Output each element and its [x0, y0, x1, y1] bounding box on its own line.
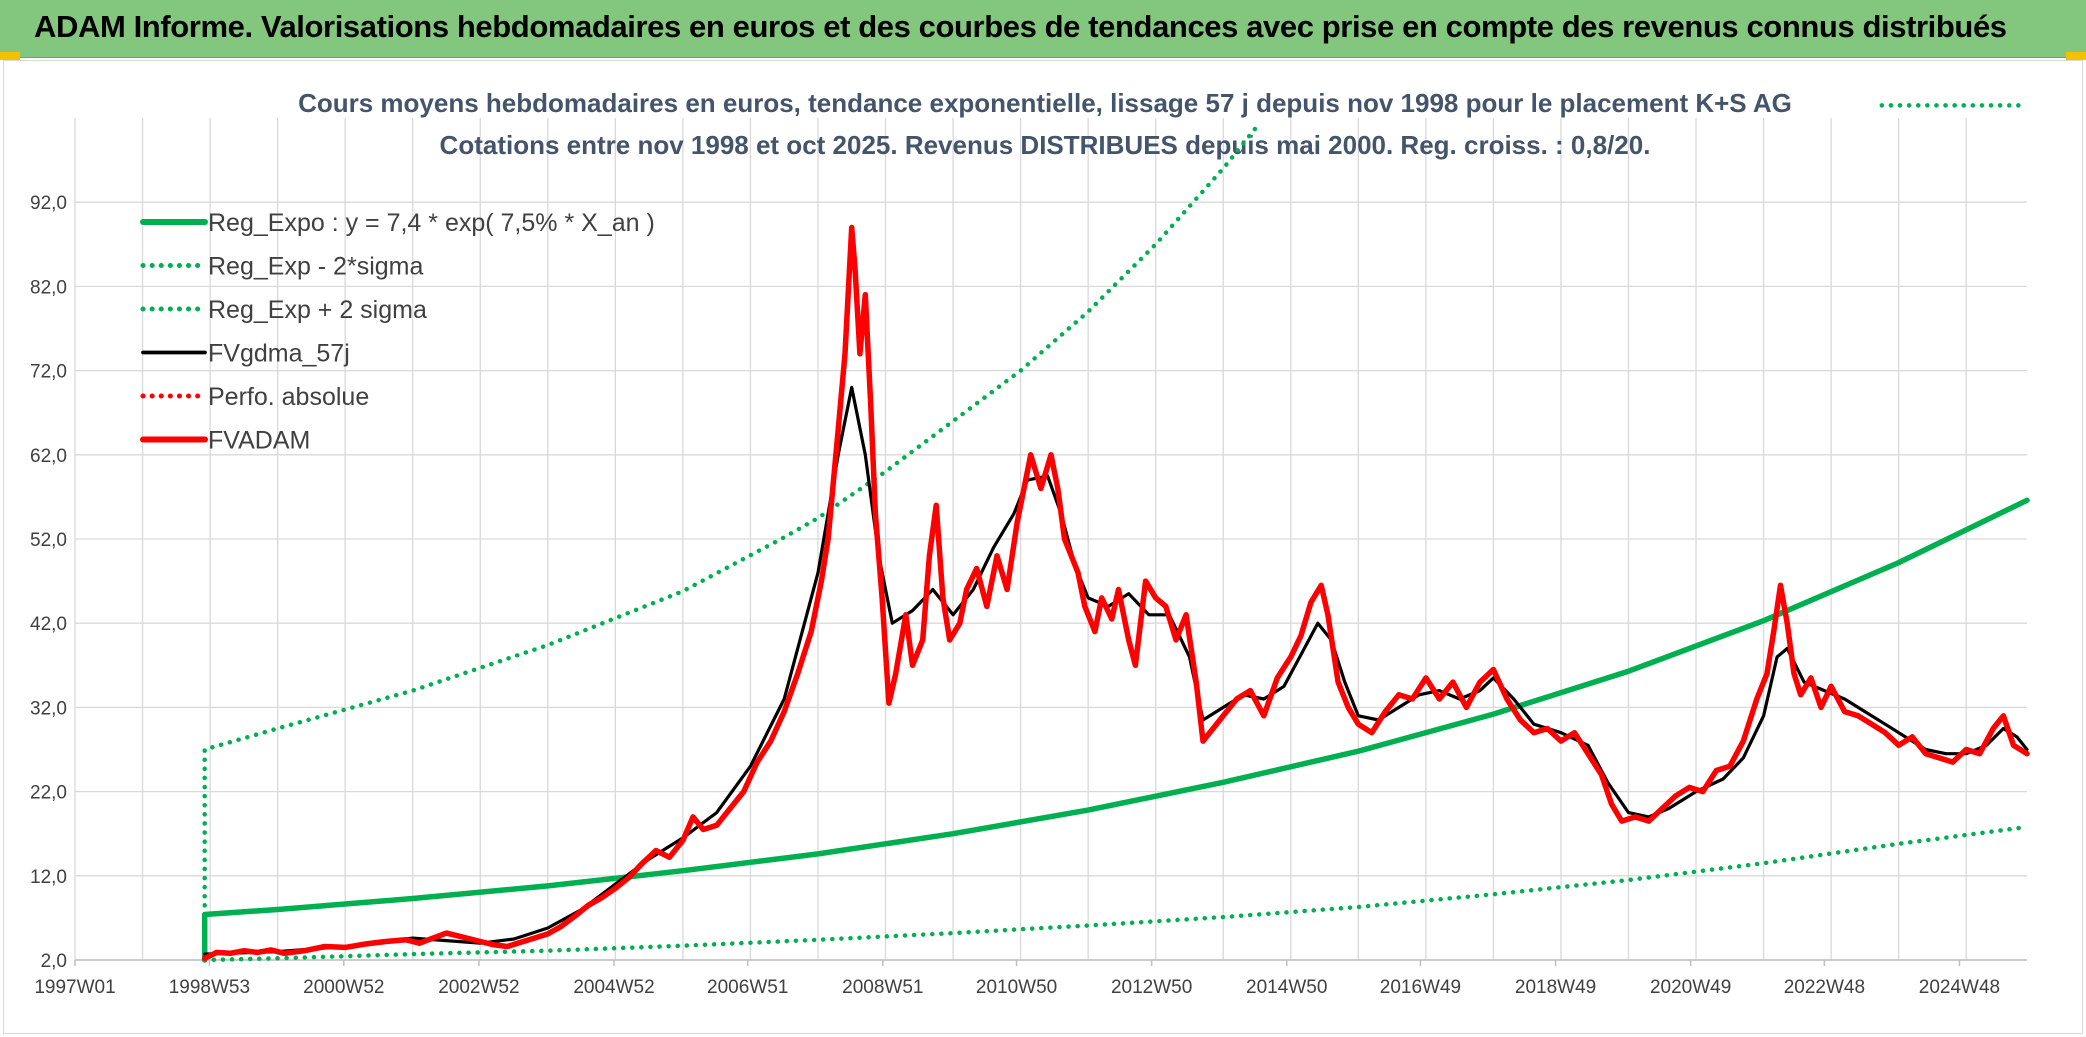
legend-label: FVgdma_57j: [208, 340, 350, 368]
y-tick-label: 2,0: [41, 951, 67, 972]
corner-accent-right: [2066, 52, 2086, 60]
x-tick-label: 2024W48: [1919, 977, 2000, 998]
x-tick-label: 2004W52: [573, 977, 654, 998]
y-tick-label: 12,0: [30, 867, 67, 888]
series-line-6: [201, 224, 2030, 962]
y-tick-label: 92,0: [30, 193, 67, 214]
x-tick-label: 2010W50: [976, 977, 1057, 998]
x-tick-label: 2014W50: [1246, 977, 1327, 998]
y-tick-label: 62,0: [30, 446, 67, 467]
legend: Reg_Expo : y = 7,4 * exp( 7,5% * X_an ) R…: [140, 209, 655, 455]
legend-label: Reg_Exp - 2*sigma: [208, 253, 423, 281]
report-title: ADAM Informe. Valorisations hebdomadaire…: [34, 9, 2007, 44]
legend-label: Perfo. absolue: [208, 383, 369, 411]
axes: 2,0 12,0 22,0 32,0 42,0 52,0 62,0 72,0 82,0 92,0 1…: [30, 193, 2027, 998]
corner-accent-left: [0, 52, 20, 60]
chart-frame: [3, 60, 2083, 1034]
x-tick-label: 2008W51: [842, 977, 923, 998]
y-tick-label: 82,0: [30, 277, 67, 298]
report-banner: ADAM Informe. Valorisations hebdomadaire…: [0, 0, 2086, 58]
legend-label: Reg_Exp + 2 sigma: [208, 296, 427, 324]
x-tick-label: 2000W52: [303, 977, 384, 998]
x-tick-label: 2022W48: [1784, 977, 1865, 998]
x-tick-label: 2012W50: [1111, 977, 1192, 998]
x-tick-label: 1997W01: [34, 977, 115, 998]
x-tick-label: 2020W49: [1650, 977, 1731, 998]
x-tick-label: 2018W49: [1515, 977, 1596, 998]
chart-title-line2: Cotations entre nov 1998 et oct 2025. Re…: [440, 130, 1651, 160]
chart-title-line1: Cours moyens hebdomadaires en euros, ten…: [298, 88, 1792, 118]
x-tick-label: 2002W52: [438, 977, 519, 998]
series-line-4: [203, 385, 2029, 956]
x-tick-label: 1998W53: [169, 977, 250, 998]
series-line-2: [202, 119, 1263, 963]
series: [201, 103, 2030, 963]
y-tick-label: 52,0: [30, 530, 67, 551]
legend-label: Reg_Expo : y = 7,4 * exp( 7,5% * X_an ): [208, 209, 655, 237]
legend-label: FVADAM: [208, 427, 310, 455]
y-tick-label: 72,0: [30, 362, 67, 383]
series-line-1: [202, 824, 2030, 963]
y-tick-label: 42,0: [30, 614, 67, 635]
y-tick-label: 22,0: [30, 783, 67, 804]
x-tick-label: 2006W51: [707, 977, 788, 998]
series-line-0: [201, 497, 2030, 963]
y-tick-label: 32,0: [30, 698, 67, 719]
grid-lines: [74, 118, 2027, 961]
x-tick-label: 2016W49: [1380, 977, 1461, 998]
